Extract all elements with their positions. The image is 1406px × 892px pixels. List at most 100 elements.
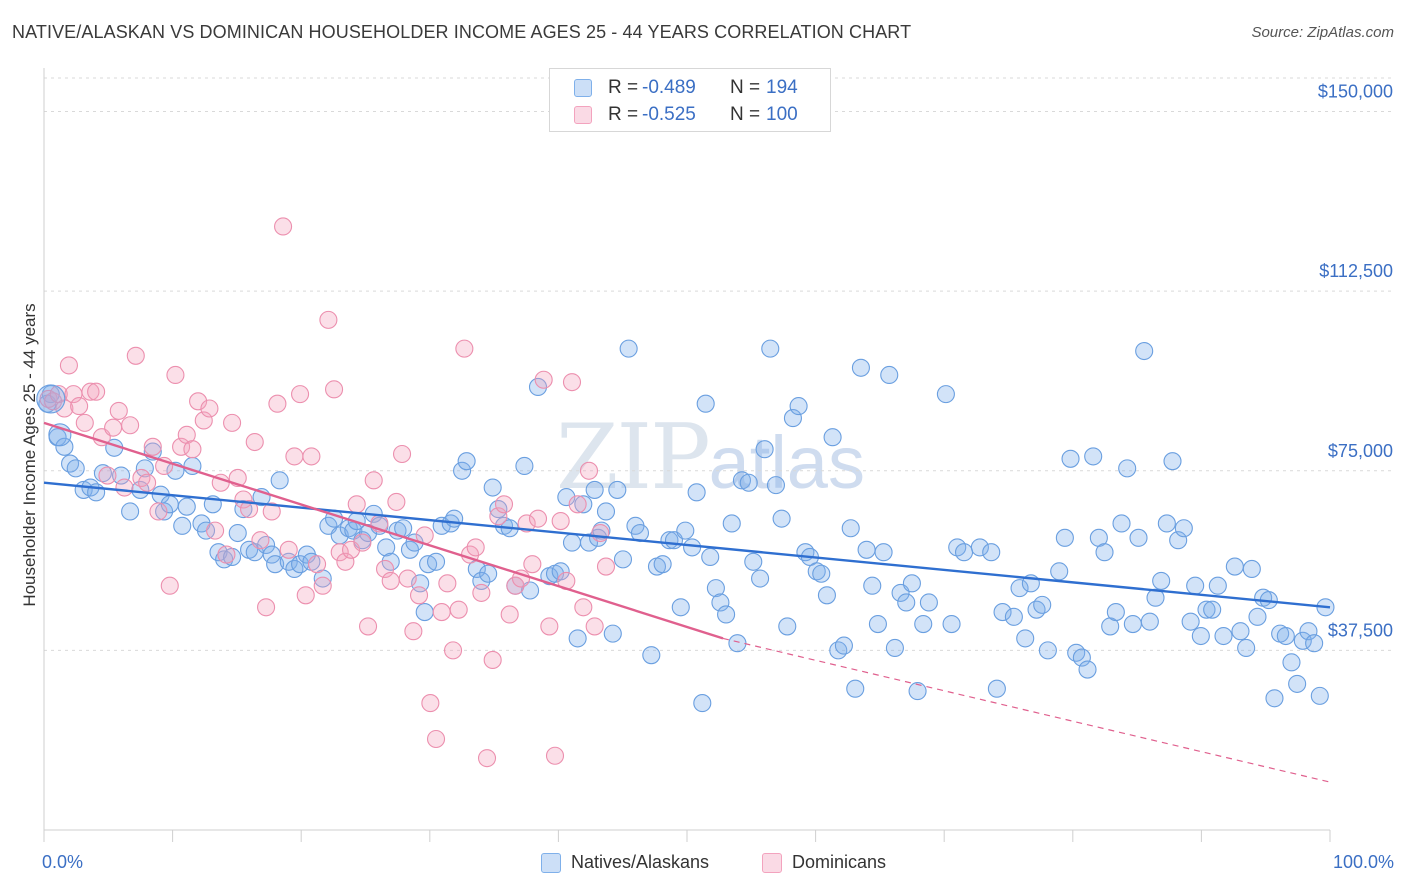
point-natives [1027, 600, 1046, 619]
point-dominicans [511, 569, 531, 588]
point-dominicans [194, 411, 213, 430]
point-natives [1282, 653, 1301, 672]
point-natives [266, 555, 285, 574]
watermark-atlas: atlas [708, 421, 865, 504]
point-natives [585, 480, 604, 499]
point-dominicans [234, 490, 253, 509]
point-natives [897, 593, 916, 612]
point-dominicans [291, 385, 310, 404]
point-dominicans [217, 545, 236, 564]
point-natives [1072, 648, 1091, 667]
point-natives [135, 459, 154, 478]
legend-n-value: 194 [766, 77, 798, 98]
point-dominicans [466, 538, 485, 557]
point-natives [1152, 571, 1171, 590]
point-natives [834, 636, 853, 655]
legend-swatch-dominicans [762, 853, 782, 873]
point-dominicans [143, 437, 162, 456]
point-dominicans [404, 622, 423, 641]
point-dominicans [534, 370, 553, 389]
point-natives [61, 454, 80, 473]
point-natives [453, 461, 472, 480]
point-dominicans [109, 401, 128, 420]
y-tick-label: $37,500 [1328, 620, 1393, 640]
point-dominicans [104, 418, 123, 437]
point-dominicans [70, 397, 89, 416]
point-dominicans [523, 555, 542, 574]
point-dominicans [81, 382, 100, 401]
point-natives [1305, 634, 1324, 653]
point-dominicans [183, 440, 202, 459]
point-dominicans [274, 217, 293, 236]
point-dominicans [279, 540, 298, 559]
point-natives [755, 440, 774, 459]
point-dominicans [200, 399, 219, 418]
point-natives [993, 603, 1012, 622]
point-natives [1208, 576, 1227, 595]
trend-line-dominicans [43, 421, 724, 640]
point-natives [489, 500, 508, 519]
grid-lines [44, 77, 1392, 651]
point-natives [613, 550, 633, 569]
point-dominicans [551, 512, 570, 531]
point-natives [880, 365, 899, 385]
point-natives [1118, 459, 1137, 478]
point-dominicans [483, 650, 502, 670]
point-natives [1140, 612, 1159, 631]
legend-row-dominicans: R = -0.525 N = 100 [550, 102, 830, 128]
point-natives [155, 502, 174, 521]
point-dominicans [358, 617, 378, 636]
series-legend: Natives/Alaskans Dominicans [0, 852, 1406, 878]
point-natives [270, 471, 289, 490]
point-natives [177, 497, 196, 516]
point-natives [1293, 631, 1312, 650]
point-natives [728, 634, 747, 653]
point-natives [196, 521, 216, 540]
point-dominicans [540, 617, 559, 636]
point-natives [285, 559, 304, 579]
point-natives [732, 471, 752, 490]
point-natives [717, 605, 736, 624]
point-natives [121, 502, 140, 521]
point-dominicans [443, 641, 463, 660]
legend-r-label: R = [608, 104, 639, 125]
point-natives [596, 502, 616, 521]
point-dominicans [477, 749, 497, 768]
point-natives [687, 483, 706, 502]
point-dominicans [579, 461, 599, 480]
point-natives [902, 574, 921, 593]
point-natives [1135, 341, 1154, 361]
point-natives [982, 543, 1001, 562]
point-natives [701, 547, 720, 567]
watermark-zip: ZIP [556, 405, 711, 510]
point-natives [381, 552, 400, 571]
point-natives [1055, 528, 1074, 547]
legend-swatch-natives [541, 853, 561, 873]
point-natives [676, 521, 695, 540]
point-natives [642, 646, 661, 665]
point-dominicans [596, 557, 616, 576]
point-natives [515, 456, 534, 476]
point-dominicans [381, 571, 400, 590]
point-dominicans [336, 552, 355, 571]
point-natives [1067, 643, 1086, 662]
point-natives [262, 545, 281, 564]
point-natives [228, 523, 247, 543]
y-tick-labels: $37,500 $75,000 $112,500 $150,000 [1318, 82, 1393, 641]
point-natives [1248, 607, 1267, 626]
point-dominicans [325, 380, 344, 399]
point-natives [36, 384, 66, 414]
y-tick-label: $112,500 [1319, 261, 1393, 281]
point-natives [1129, 528, 1148, 547]
point-natives [111, 466, 131, 485]
legend-label-natives: Natives/Alaskans [571, 852, 710, 872]
point-natives [1174, 519, 1193, 538]
point-natives [1112, 514, 1131, 533]
point-natives [415, 603, 434, 622]
point-dominicans [132, 468, 151, 487]
point-natives [55, 437, 74, 456]
legend-r-label: R = [608, 77, 639, 98]
point-dominicans [500, 605, 519, 624]
point-natives [1186, 576, 1205, 595]
point-natives [766, 476, 785, 495]
